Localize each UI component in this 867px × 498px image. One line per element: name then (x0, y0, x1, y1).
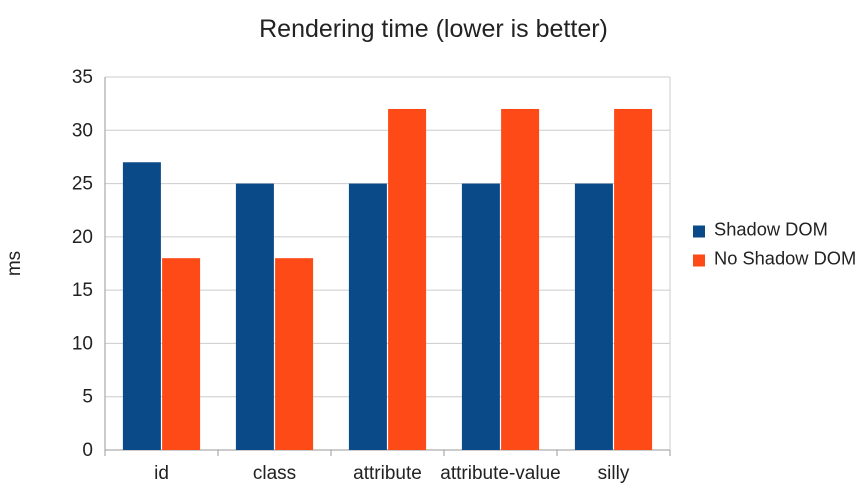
svg-text:attribute: attribute (353, 463, 422, 484)
svg-text:10: 10 (72, 333, 93, 354)
svg-text:silly: silly (598, 463, 630, 484)
svg-text:No Shadow DOM: No Shadow DOM (714, 248, 856, 269)
svg-text:0: 0 (82, 440, 93, 461)
svg-text:20: 20 (72, 227, 93, 248)
svg-text:15: 15 (72, 280, 93, 301)
svg-text:attribute-value: attribute-value (440, 463, 560, 484)
svg-text:id: id (154, 463, 169, 484)
svg-text:5: 5 (82, 387, 93, 408)
svg-text:Shadow DOM: Shadow DOM (714, 219, 828, 240)
svg-text:30: 30 (72, 120, 93, 141)
svg-text:35: 35 (72, 67, 93, 88)
svg-text:25: 25 (72, 174, 93, 195)
svg-text:class: class (253, 463, 296, 484)
svg-text:ms: ms (4, 251, 25, 276)
